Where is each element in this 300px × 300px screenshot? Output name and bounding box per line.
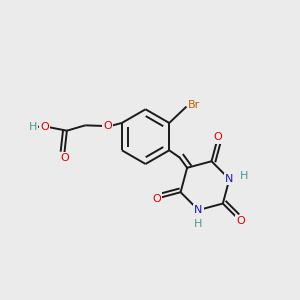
- Text: H: H: [194, 219, 202, 229]
- Text: H: H: [239, 171, 248, 181]
- Text: O: O: [40, 122, 49, 132]
- Text: H: H: [29, 122, 37, 131]
- Text: O: O: [152, 194, 161, 204]
- Text: Br: Br: [188, 100, 200, 110]
- Text: O: O: [60, 153, 69, 163]
- Text: N: N: [225, 174, 234, 184]
- Text: N: N: [194, 205, 202, 215]
- Text: O: O: [103, 121, 112, 131]
- Text: O: O: [236, 216, 245, 226]
- Text: O: O: [214, 132, 222, 142]
